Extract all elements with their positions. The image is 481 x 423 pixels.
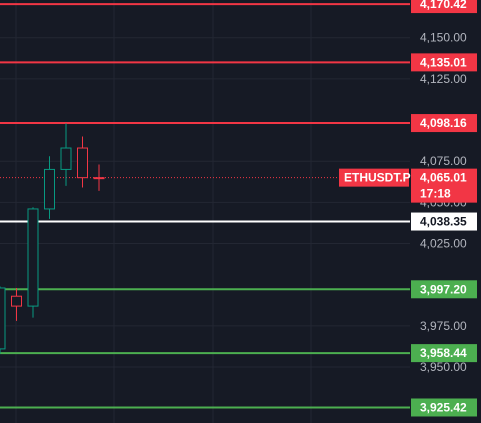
price-line-label: 3,997.20 (411, 280, 477, 299)
candle-body (93, 177, 105, 180)
price-label-text: 4,170.42 (420, 0, 467, 11)
price-tick-label: 4,075.00 (420, 154, 467, 168)
candle-body (44, 168, 55, 210)
price-tick-label: 3,950.00 (420, 360, 467, 374)
price-label-box (411, 344, 477, 363)
price-line-label: 4,098.16 (411, 114, 477, 133)
last-price-text: 4,065.01 (420, 171, 467, 185)
grid (0, 0, 410, 423)
price-lines (0, 3, 410, 409)
price-label-box (411, 114, 477, 133)
price-labels: 4,170.42 4,135.01 4,098.16 4,038.35 3,997.20… (339, 0, 477, 417)
price-line-label: 3,958.44 (411, 344, 477, 363)
last-price-box (411, 168, 477, 203)
price-label-text: 4,038.35 (420, 215, 467, 229)
candle-body (27, 208, 39, 307)
candle-body (11, 295, 22, 307)
price-label-text: 3,958.44 (420, 346, 467, 360)
price-label-box (411, 212, 477, 231)
price-label-text: 3,925.42 (420, 400, 467, 414)
price-label-text: 4,135.01 (420, 55, 467, 69)
candles (0, 123, 105, 354)
price-label-box (411, 53, 477, 72)
price-label-text: 4,098.16 (420, 116, 467, 130)
price-tick-label: 4,025.00 (420, 237, 467, 251)
price-line-label: 3,925.42 (411, 398, 477, 417)
candle-body (77, 147, 88, 179)
price-tick-label: 4,125.00 (420, 72, 467, 86)
candle-body (0, 287, 6, 350)
price-tick-label: 4,150.00 (420, 31, 467, 45)
last-price-label: 4,065.01 17:18 (411, 168, 477, 203)
symbol-tag: ETHUSDT.P (339, 168, 411, 187)
price-tick-label: 3,975.00 (420, 319, 467, 333)
candle-body (60, 147, 72, 170)
price-line-label: 4,038.35 (411, 212, 477, 231)
price-label-text: 3,997.20 (420, 282, 467, 296)
price-label-box (411, 280, 477, 299)
price-line-label: 4,135.01 (411, 53, 477, 72)
price-label-box (411, 398, 477, 417)
symbol-text: ETHUSDT.P (344, 171, 411, 185)
countdown-text: 17:18 (420, 187, 451, 201)
price-label-box (411, 0, 477, 14)
price-line-label: 4,170.42 (411, 0, 477, 14)
symbol-tag-box (339, 168, 409, 187)
